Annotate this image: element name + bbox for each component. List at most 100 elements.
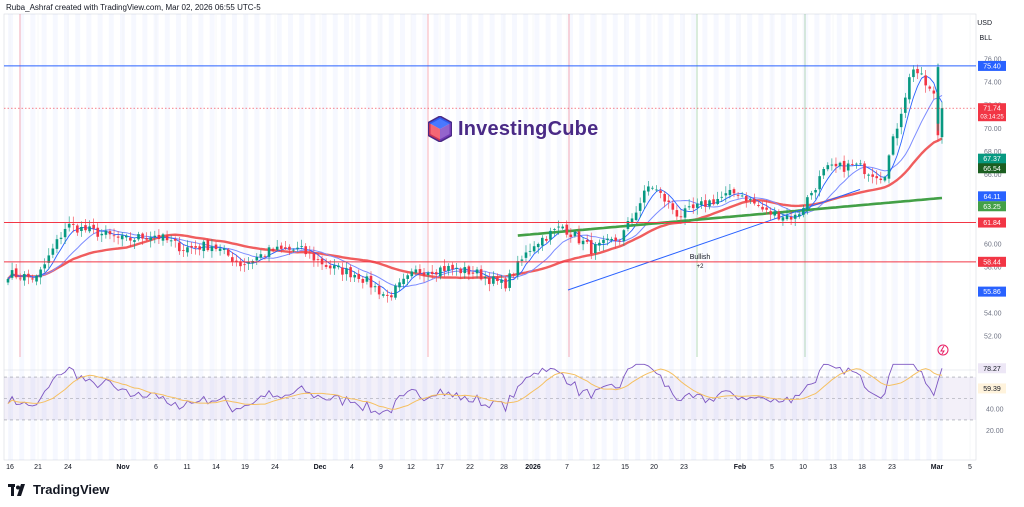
candle-body (687, 206, 691, 208)
session-stripe (680, 14, 685, 460)
candle-body (846, 163, 850, 171)
session-stripe (176, 14, 181, 460)
session-stripe (915, 14, 921, 460)
candle-body (545, 238, 548, 241)
candle-body (349, 267, 352, 278)
candle-body (426, 272, 430, 275)
x-tick-label: 7 (565, 464, 569, 471)
candle-body (186, 247, 189, 253)
session-stripe (612, 14, 618, 460)
candle-body (528, 250, 532, 252)
session-stripe (556, 14, 562, 460)
candle-body (642, 190, 646, 203)
candle-body (598, 242, 601, 246)
candle-body (565, 224, 569, 235)
x-tick-label: 21 (34, 464, 42, 471)
candle-body (406, 275, 410, 279)
y-tick-label: 68.00 (984, 149, 1002, 156)
candle-body (887, 155, 891, 179)
investingcube-watermark: InvestingCube (428, 116, 598, 142)
candle-body (761, 206, 764, 210)
bullish-annotation-sub: +2 (697, 264, 705, 270)
candle-body (247, 261, 250, 264)
session-stripe (859, 14, 865, 460)
session-stripe (377, 14, 383, 460)
candle-body (875, 176, 879, 179)
y-tick-label: 66.00 (984, 172, 1002, 179)
x-tick-label: 14 (212, 464, 220, 471)
candle-body (496, 277, 499, 282)
session-stripe (702, 14, 708, 460)
candle-body (434, 272, 438, 275)
session-stripe (108, 14, 114, 460)
candle-body (124, 235, 128, 238)
candle-body (275, 246, 279, 250)
candle-body (31, 278, 34, 280)
session-stripe (243, 14, 249, 460)
rsi-label-bg (978, 383, 1006, 394)
rsi-ma-line (7, 368, 943, 410)
candle-body (218, 248, 222, 251)
candle-body (740, 195, 744, 197)
session-stripe (881, 14, 887, 460)
level-label: 61.84 (983, 220, 1001, 227)
price-label: 67.37 (983, 156, 1001, 163)
session-stripe (142, 14, 148, 460)
x-tick-label: Feb (734, 464, 746, 471)
session-stripe (758, 14, 764, 460)
y-tick-label: 70.00 (984, 126, 1002, 133)
candle-body (850, 164, 854, 165)
session-stripe (601, 14, 607, 460)
candle-body (504, 278, 507, 289)
candle-body (108, 231, 112, 235)
session-stripe (265, 14, 271, 460)
candle-body (883, 177, 887, 181)
candle-body (357, 273, 361, 279)
candle-body (120, 235, 124, 240)
candle-body (867, 174, 870, 176)
candle-body (100, 233, 104, 236)
candle-body (137, 234, 140, 240)
session-stripe (624, 14, 629, 460)
candle-body (243, 264, 246, 266)
attribution-text: Ruba_Ashraf created with TradingView.com… (6, 3, 261, 12)
candle-body (284, 247, 287, 249)
candle-body (443, 266, 446, 272)
candle-body (500, 279, 503, 283)
candle-body (39, 269, 42, 278)
candle-body (55, 239, 59, 249)
candle-body (27, 273, 30, 277)
candle-body (855, 163, 858, 165)
candle-body (157, 234, 161, 240)
candle-body (630, 218, 634, 223)
session-stripe (545, 14, 551, 460)
price-label-bg (978, 201, 1006, 212)
candle-body (940, 108, 944, 138)
candle-body (145, 238, 148, 240)
candle-body (912, 69, 915, 78)
x-tick-label: 6 (154, 464, 158, 471)
candle-body (59, 237, 63, 239)
candle-body (797, 214, 801, 217)
session-stripe (198, 14, 204, 460)
x-tick-label: Nov (116, 464, 129, 471)
candle-body (467, 266, 471, 275)
tradingview-footer[interactable]: TradingView (8, 482, 109, 497)
candle-body (312, 253, 316, 261)
session-stripe (456, 14, 461, 460)
candle-body (308, 252, 312, 254)
session-stripe (892, 14, 898, 460)
session-stripe (836, 14, 842, 460)
candle-body (773, 211, 777, 216)
candle-body (536, 243, 540, 248)
currency-label[interactable]: USD (977, 20, 992, 27)
candle-body (422, 272, 426, 276)
candle-body (129, 237, 132, 241)
candle-body (332, 265, 336, 269)
candle-body (916, 68, 919, 74)
unit-label[interactable]: BLL (979, 35, 992, 42)
candle-body (394, 285, 397, 298)
session-stripe (500, 14, 506, 460)
session-stripe (411, 14, 417, 460)
